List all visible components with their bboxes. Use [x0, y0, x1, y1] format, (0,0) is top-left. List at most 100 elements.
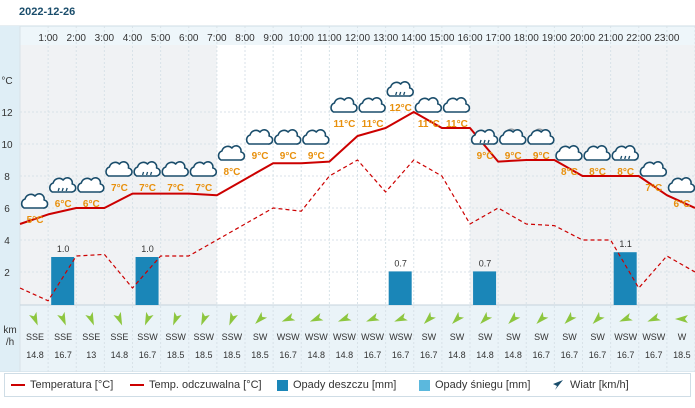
arrow-shape	[229, 311, 238, 326]
wind-direction-label: SW	[506, 332, 521, 342]
raindrop	[61, 187, 64, 192]
wind-direction-label: SW	[450, 332, 465, 342]
wind-speed-label: 18.5	[195, 350, 213, 360]
hour-label: 11:00	[317, 33, 342, 44]
temperature-label: 12°C	[390, 103, 412, 114]
wind-speed-label: 14.8	[336, 350, 354, 360]
temperature-label: 8°C	[617, 167, 634, 178]
wind-speed-label: 16.7	[392, 350, 410, 360]
wind-direction-label: SW	[253, 332, 268, 342]
y-axis-panel	[0, 26, 20, 372]
cloud-shape	[442, 97, 471, 113]
legend: Temperatura [°C] Temp. odczuwalna [°C] O…	[4, 373, 691, 397]
cloud-shape	[639, 161, 668, 177]
cloud-icon	[442, 97, 471, 113]
cloud-icon	[414, 97, 443, 113]
legend-feels-like-swatch	[130, 384, 144, 386]
cloud-icon	[217, 145, 246, 161]
cloud-shape	[274, 129, 302, 145]
hour-column-bg	[216, 45, 245, 305]
wind-speed-label: 16.7	[645, 350, 663, 360]
wind-unit-label: /h	[6, 337, 14, 348]
arrow-shape	[647, 313, 661, 322]
legend-snow[interactable]: Opady śniegu [mm]	[419, 379, 530, 391]
wind-direction-label: WSW	[333, 332, 356, 342]
legend-snow-swatch	[419, 379, 430, 391]
raindrop	[479, 139, 482, 144]
cloud-shape	[414, 97, 443, 113]
raindrop	[65, 187, 68, 192]
arrow-shape	[423, 311, 436, 324]
wind-arrow-icon	[451, 311, 465, 324]
hour-label: 1:00	[38, 33, 58, 44]
arrow-shape	[144, 311, 154, 326]
temperature-label: 9°C	[477, 151, 494, 162]
hour-label: 12:00	[345, 33, 370, 44]
arrow-shape	[592, 311, 605, 324]
wind-arrow-icon	[337, 313, 352, 322]
wind-arrow-icon	[29, 311, 38, 326]
temperature-label: 9°C	[533, 151, 550, 162]
cloud-icon	[274, 129, 302, 145]
cloud-icon	[161, 161, 189, 177]
hour-column-bg	[357, 45, 386, 305]
rain-bar	[613, 252, 637, 305]
raindrop	[395, 91, 398, 96]
wind-arrow-icon	[674, 315, 688, 323]
temperature-label: 6°C	[83, 199, 100, 210]
rain-cloud-icon	[386, 81, 414, 97]
wind-arrow-icon	[113, 311, 123, 326]
wind-direction-label: SSE	[54, 332, 72, 342]
wind-direction-label: SW	[478, 332, 493, 342]
cloud-icon	[358, 97, 386, 113]
hour-label: 17:00	[486, 33, 511, 44]
arrow-shape	[619, 313, 633, 322]
wind-speed-label: 13	[86, 350, 96, 360]
hour-column-bg	[301, 45, 330, 305]
y-tick-label: 10	[1, 140, 13, 151]
hour-label: 10:00	[289, 33, 314, 44]
legend-feels-like[interactable]: Temp. odczuwalna [°C]	[130, 379, 262, 391]
cloud-shape	[555, 145, 583, 161]
hour-label: 18:00	[514, 33, 539, 44]
legend-rain[interactable]: Opady deszczu [mm]	[277, 379, 396, 391]
wind-speed-label: 18.5	[251, 350, 269, 360]
y-tick-label: 4	[4, 236, 10, 247]
temperature-label: 7°C	[111, 183, 128, 194]
cloud-shape	[499, 129, 527, 145]
legend-temperature[interactable]: Temperatura [°C]	[11, 379, 113, 391]
hour-column-bg	[329, 45, 358, 305]
rain-cloud-icon	[49, 177, 77, 193]
temperature-label: 7°C	[167, 183, 184, 194]
legend-snow-label: Opady śniegu [mm]	[435, 379, 531, 391]
wind-arrow-icon	[592, 311, 605, 324]
temperature-label: 8°C	[224, 167, 241, 178]
cloud-icon	[245, 129, 274, 145]
raindrop	[628, 155, 631, 160]
raindrop	[145, 171, 149, 176]
hour-label: 4:00	[123, 33, 143, 44]
wind-speed-label: 14.8	[111, 350, 129, 360]
wind-arrow-icon	[85, 311, 94, 326]
hour-column-bg	[76, 45, 105, 305]
wind-direction-label: SW	[534, 332, 549, 342]
wind-arrow-icon	[366, 313, 380, 322]
cloud-shape	[386, 81, 414, 97]
legend-wind[interactable]: Wiatr [km/h]	[552, 379, 629, 391]
wind-speed-label: 14.8	[476, 350, 494, 360]
wind-direction-label: SW	[422, 332, 437, 342]
arrow-shape	[366, 313, 380, 322]
rain-bar	[473, 271, 497, 305]
wind-speed-label: 16.7	[589, 350, 607, 360]
raindrop	[483, 139, 486, 144]
hour-column-bg	[526, 45, 555, 305]
legend-rain-label: Opady deszczu [mm]	[293, 379, 397, 391]
raindrop	[57, 187, 60, 192]
rain-bar-label: 1.1	[619, 239, 632, 249]
wind-direction-label: W	[678, 332, 687, 342]
temperature-label: 6°C	[55, 199, 72, 210]
wind-arrow-icon	[281, 313, 296, 322]
arrow-shape	[394, 313, 408, 322]
temperature-label: 11°C	[334, 119, 356, 130]
wind-direction-label: WSW	[389, 332, 412, 342]
